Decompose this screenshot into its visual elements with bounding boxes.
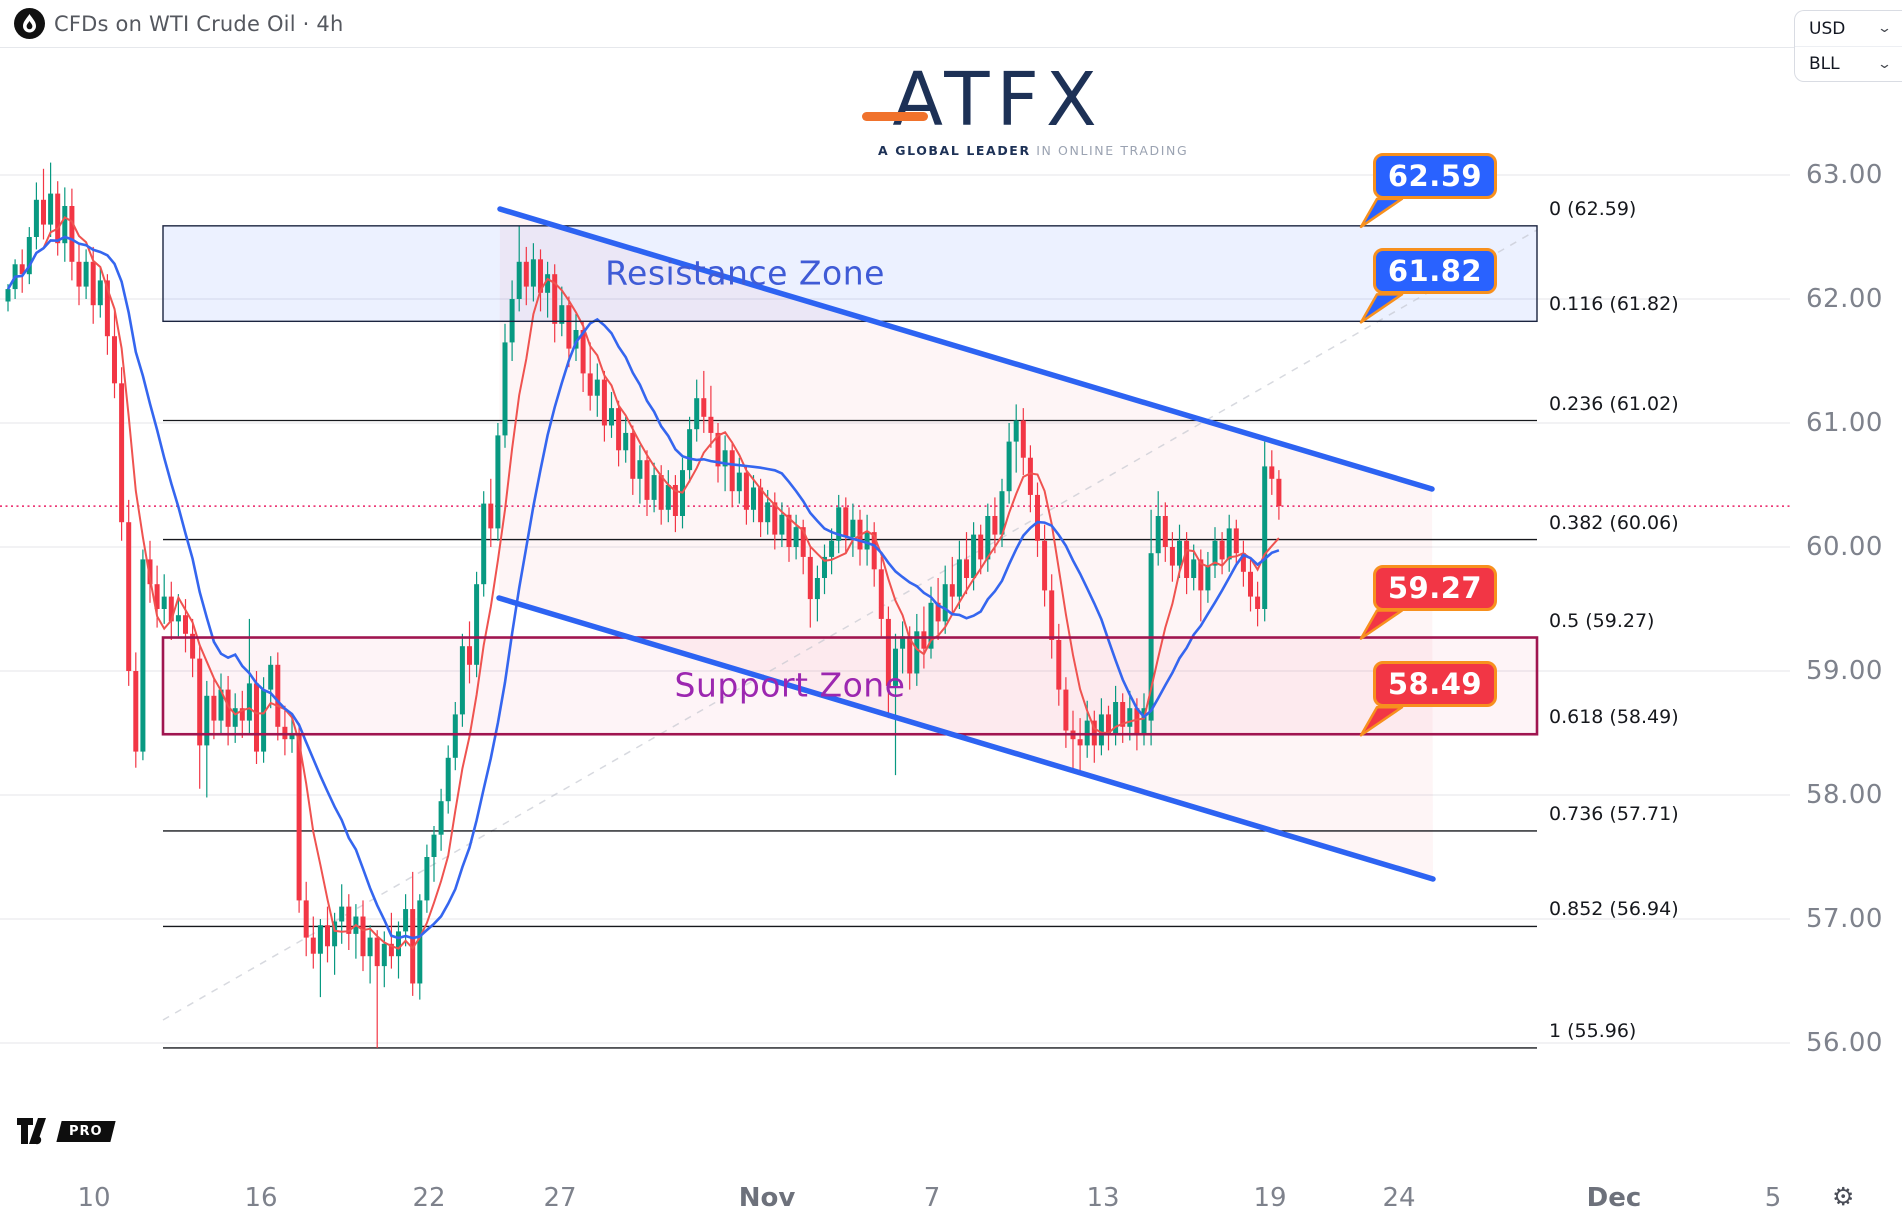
chevron-down-icon: ⌄ [1876, 21, 1893, 36]
time-axis-label: 19 [1253, 1183, 1287, 1213]
callout-tail [1359, 197, 1404, 229]
price-callout[interactable]: 61.82 [1373, 248, 1497, 295]
price-axis-label: 63.00 [1806, 160, 1883, 190]
price-axis-label: 57.00 [1806, 904, 1883, 934]
price-axis-label: 58.00 [1806, 780, 1883, 810]
fib-level-label: 0.116 (61.82) [1549, 293, 1679, 316]
price-callout[interactable]: 62.59 [1373, 152, 1497, 199]
price-axis-label: 62.00 [1806, 284, 1883, 314]
time-axis-label: 16 [244, 1183, 278, 1213]
gear-icon[interactable]: ⚙ [1832, 1182, 1855, 1211]
callout-tail [1359, 293, 1404, 324]
resistance-zone-border[interactable] [162, 225, 1538, 323]
time-axis-label: Dec [1586, 1183, 1642, 1213]
chevron-down-icon: ⌄ [1876, 56, 1893, 72]
atfx-tagline: A GLOBAL LEADER IN ONLINE TRADING [878, 142, 1189, 158]
resistance-zone-label: Resistance Zone [605, 253, 885, 293]
price-callout[interactable]: 58.49 [1373, 661, 1497, 708]
time-axis-label: 7 [923, 1183, 941, 1213]
unit-select[interactable]: BLL ⌄ [1795, 46, 1902, 81]
support-zone-fill [163, 637, 1537, 735]
time-axis-label: 10 [77, 1183, 111, 1213]
chart-header: CFDs on WTI Crude Oil · 4h [0, 0, 1902, 48]
symbol-title: CFDs on WTI Crude Oil · 4h [54, 11, 344, 36]
ma-slow-line [6, 235, 1280, 940]
price-axis-label: 60.00 [1806, 532, 1883, 562]
pro-badge: PRO [56, 1120, 116, 1142]
lower-trendline[interactable] [496, 595, 1436, 882]
fib-level-label: 0.236 (61.02) [1549, 392, 1679, 415]
unit-selector-panel: USD ⌄ BLL ⌄ [1794, 10, 1902, 82]
oil-drop-icon [14, 8, 45, 39]
support-zone-border[interactable] [161, 636, 1539, 736]
price-axis-label: 61.00 [1806, 408, 1883, 438]
callout-tail [1359, 705, 1404, 737]
time-axis-label: 24 [1382, 1183, 1416, 1213]
price-axis-label: 56.00 [1806, 1028, 1883, 1058]
currency-select[interactable]: USD ⌄ [1795, 11, 1902, 46]
upper-trendline[interactable] [497, 206, 1435, 492]
tradingview-glyph [17, 1118, 46, 1145]
time-axis-label: Nov [738, 1183, 796, 1213]
atfx-orange-bar [862, 112, 928, 121]
time-axis-label: 13 [1086, 1183, 1120, 1213]
time-axis-label: 22 [412, 1183, 446, 1213]
unit-value: BLL [1809, 54, 1840, 74]
ma-fast-line [7, 216, 1280, 950]
resistance-zone-fill [163, 225, 1537, 322]
fib-level-label: 0 (62.59) [1549, 197, 1637, 220]
tradingview-logo[interactable]: PRO [16, 1117, 116, 1145]
atfx-wordmark: ATFX [862, 61, 1118, 140]
fib-trend-dashed-line [162, 229, 1538, 1021]
fib-level-label: 0.5 (59.27) [1549, 609, 1655, 632]
price-callout[interactable]: 59.27 [1373, 564, 1497, 611]
time-axis-label: 5 [1764, 1183, 1782, 1213]
fib-level-label: 0.618 (58.49) [1549, 706, 1679, 729]
candles-layer [5, 162, 1282, 1048]
fib-level-label: 0.736 (57.71) [1549, 802, 1679, 825]
atfx-logo: ATFX A GLOBAL LEADER IN ONLINE TRADING [862, 61, 1189, 158]
price-axis-label: 59.00 [1806, 656, 1883, 686]
callout-tail [1359, 609, 1404, 640]
time-axis-label: 27 [543, 1183, 577, 1213]
fib-level-label: 0.852 (56.94) [1549, 898, 1679, 921]
fib-level-label: 1 (55.96) [1549, 1019, 1637, 1042]
support-zone-label: Support Zone [674, 665, 906, 705]
fib-level-label: 0.382 (60.06) [1549, 511, 1679, 534]
currency-value: USD [1809, 18, 1846, 39]
